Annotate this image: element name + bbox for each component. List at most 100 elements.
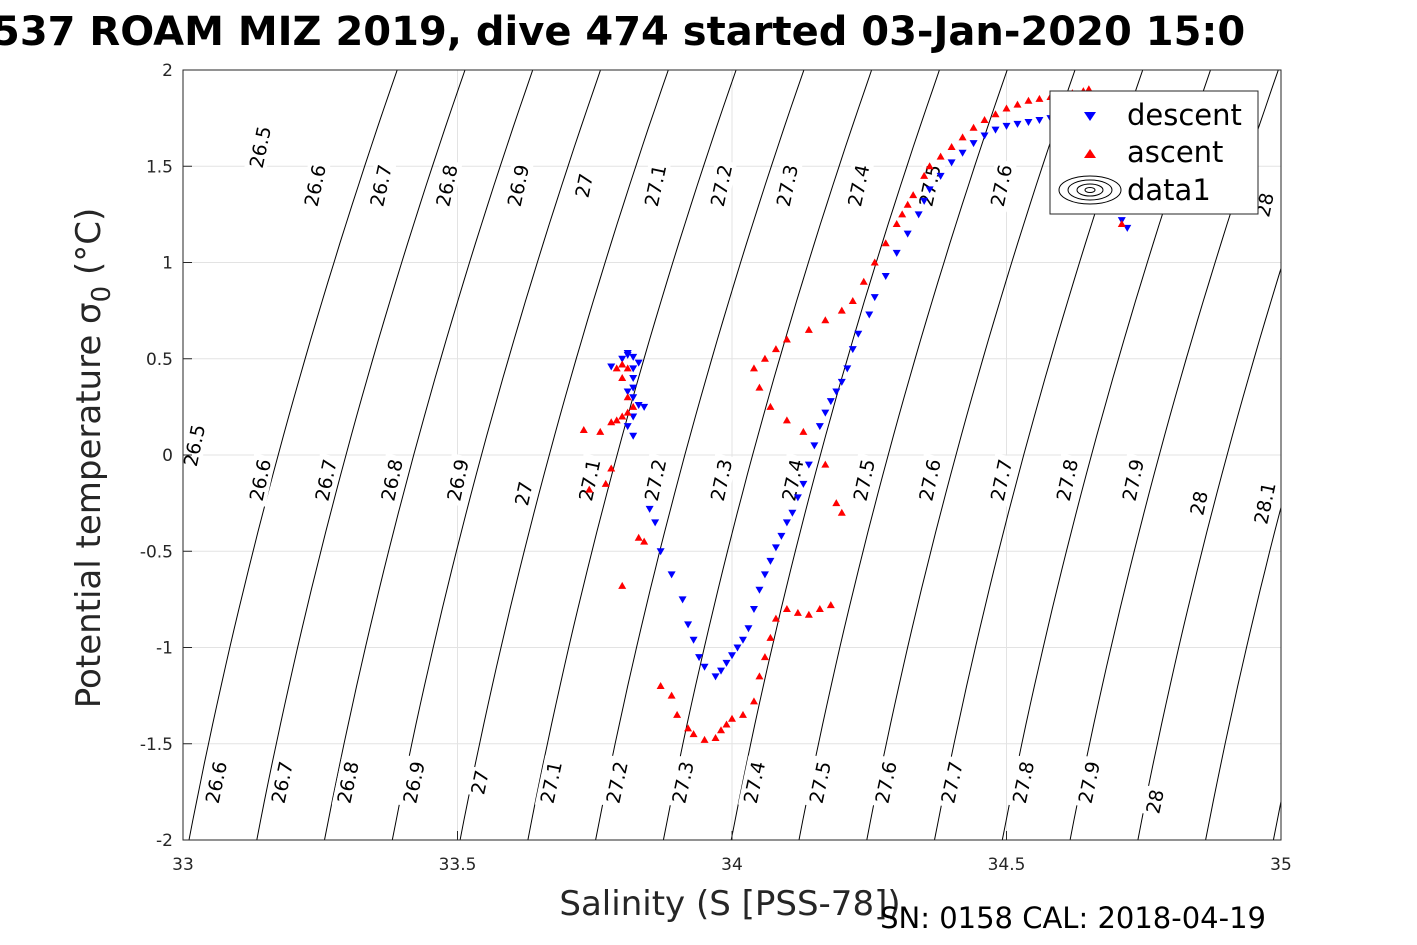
descent-point <box>728 652 736 660</box>
ascent-point <box>596 427 605 435</box>
ascent-point <box>804 325 813 333</box>
ascent-point <box>821 460 830 468</box>
descent-point <box>1002 122 1011 130</box>
contour-label-bg <box>600 755 633 810</box>
descent-point <box>782 519 791 527</box>
ascent-point <box>826 601 835 609</box>
ascent-point <box>1117 220 1126 227</box>
descent-point <box>804 461 813 469</box>
descent-point <box>870 294 879 302</box>
contour-label-bg <box>985 158 1017 213</box>
contour-label-bg <box>803 755 836 810</box>
ascent-point <box>815 605 824 612</box>
ascent-point <box>892 220 901 227</box>
ascent-point <box>859 277 868 285</box>
contour-label-bg <box>1050 453 1083 507</box>
descent-point <box>815 423 824 431</box>
ascent-point <box>612 364 621 372</box>
descent-point <box>991 126 1000 134</box>
descent-point <box>799 480 808 488</box>
ascent-point <box>618 374 627 381</box>
descent-point <box>920 197 929 205</box>
contour-label-bg <box>501 158 534 213</box>
descent-point <box>623 351 632 359</box>
contour-label-bg <box>776 453 809 507</box>
x-tick-label: 35 <box>1270 855 1292 875</box>
contour-label-bg <box>847 453 880 507</box>
ascent-point <box>656 682 665 689</box>
y-tick-label: -1 <box>156 639 173 659</box>
descent-point <box>656 548 665 556</box>
contour-label-group: 28 <box>1141 785 1169 818</box>
contour-label-group: 26.7 <box>265 755 298 810</box>
contour-label-bg <box>178 418 210 473</box>
y-tick-label: -1.5 <box>140 735 173 755</box>
sigma-contour-line <box>595 70 805 840</box>
contour-label: 27 <box>511 480 538 508</box>
contour-label-bg <box>309 453 342 507</box>
descent-point <box>629 353 638 361</box>
ascent-point <box>958 133 967 141</box>
ascent-point <box>623 393 632 401</box>
contour-label-bg <box>913 453 946 507</box>
descent-point <box>771 544 780 552</box>
series-descent <box>607 113 1132 681</box>
ascent-point <box>782 335 791 343</box>
contour-label-bg <box>243 453 276 507</box>
ascent-point <box>689 730 698 738</box>
contour-label-group: 27 <box>570 169 598 202</box>
descent-point <box>958 149 967 157</box>
descent-point <box>755 586 764 594</box>
ascent-point <box>629 402 638 410</box>
ascent-point <box>832 499 841 507</box>
descent-point <box>881 272 890 280</box>
sigma-contour-line <box>866 70 1076 840</box>
descent-point <box>837 378 846 386</box>
contour-label-bg <box>639 158 672 213</box>
ascent-point <box>991 110 1000 118</box>
ascent-point <box>920 171 929 179</box>
descent-point <box>695 654 704 662</box>
contour-label-bg <box>666 755 699 810</box>
legend-descent-label: descent <box>1127 98 1242 132</box>
descent-point <box>700 663 709 671</box>
contour-label-bg <box>935 755 968 810</box>
sigma-contour-line <box>527 70 737 840</box>
descent-point <box>793 494 802 502</box>
ascent-point <box>760 354 769 362</box>
ascent-point <box>766 633 775 641</box>
descent-point <box>618 355 627 363</box>
ascent-point <box>837 508 846 516</box>
legend-contour-icon <box>1058 175 1122 205</box>
x-tick-label: 33.5 <box>439 855 477 875</box>
ascent-point <box>749 697 758 705</box>
descent-point <box>821 409 830 417</box>
ascent-point <box>1035 94 1044 102</box>
legend-data1-label: data1 <box>1127 173 1211 207</box>
contour-label-group: 27.8 <box>1050 453 1083 507</box>
contour-label-bg <box>738 755 770 810</box>
legend-descent-marker <box>1084 112 1096 121</box>
legend[interactable]: descent ascent data1 <box>1049 90 1259 215</box>
ascent-point <box>837 306 846 314</box>
contour-label-bg <box>509 477 538 510</box>
ascent-point <box>722 720 731 728</box>
y-tick-label: 1 <box>162 254 173 274</box>
x-axis-ticks: 33 33.5 34 34.5 35 <box>172 831 1292 875</box>
descent-point <box>634 401 643 409</box>
sigma-contour-line <box>730 70 940 840</box>
descent-point <box>1024 118 1033 126</box>
ascent-point <box>634 533 643 541</box>
calibration-footer: SN: 0158 CAL: 2018-04-19 <box>880 901 1266 935</box>
descent-point <box>629 432 638 440</box>
descent-point <box>623 423 632 431</box>
descent-point <box>832 388 841 396</box>
contour-label-bg <box>842 158 875 213</box>
contour-label-bg <box>705 158 737 213</box>
sigma-contour-line <box>1137 266 1281 840</box>
contour-label-bg <box>298 158 331 213</box>
ascent-point <box>771 614 780 622</box>
x-tick-label: 33 <box>172 855 194 875</box>
ascent-point <box>909 191 918 199</box>
